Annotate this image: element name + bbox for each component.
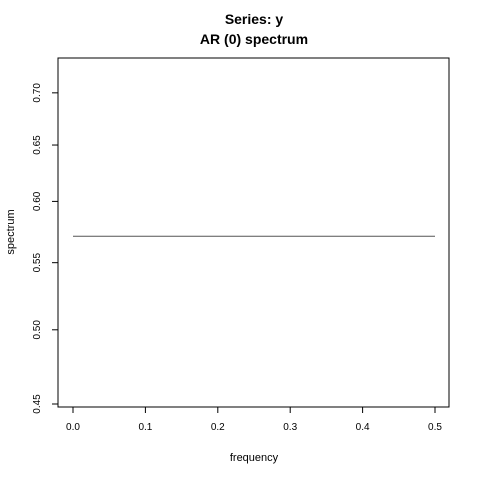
y-tick-label: 0.55: [32, 253, 43, 273]
y-tick-label: 0.50: [32, 320, 43, 340]
x-tick-label: 0.2: [211, 422, 225, 433]
plot-frame: [57, 57, 450, 408]
y-axis: 0.45 0.50 0.55 0.60 0.65 0.70: [32, 83, 58, 414]
chart-title: Series: y: [225, 11, 284, 27]
x-tick-label: 0.5: [428, 422, 442, 433]
x-axis-label: frequency: [230, 452, 279, 464]
x-tick-label: 0.0: [66, 422, 80, 433]
x-tick-label: 0.1: [138, 422, 152, 433]
x-tick-label: 0.4: [356, 422, 370, 433]
x-tick-label: 0.3: [283, 422, 297, 433]
y-tick-label: 0.70: [32, 83, 43, 103]
y-tick-label: 0.60: [32, 191, 43, 211]
x-axis: 0.0 0.1 0.2 0.3 0.4 0.5: [66, 407, 442, 433]
y-tick-label: 0.65: [32, 135, 43, 155]
chart-subtitle: AR (0) spectrum: [200, 31, 308, 47]
y-axis-label: spectrum: [5, 209, 17, 254]
y-tick-label: 0.45: [32, 394, 43, 414]
